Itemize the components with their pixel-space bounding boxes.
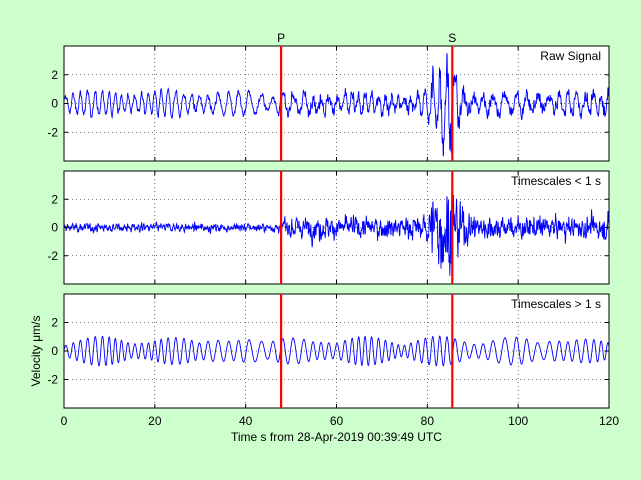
panel-title: Raw Signal [540, 49, 601, 63]
y-tick-label: 0 [51, 344, 58, 358]
panel-3: -2 0 2 Timescales > 1 s [47, 293, 610, 409]
phase-label-p: P [277, 31, 285, 45]
x-tick-label: 20 [148, 414, 162, 428]
y-tick-label: 2 [51, 316, 58, 330]
panel-title: Timescales > 1 s [511, 297, 601, 311]
x-tick-label: 60 [330, 414, 344, 428]
trace-line [63, 190, 610, 276]
panel-title: Timescales < 1 s [511, 174, 601, 188]
y-tick-label: 0 [51, 221, 58, 235]
y-tick-label: -2 [47, 249, 58, 263]
x-tick-label: 40 [239, 414, 253, 428]
x-axis-label: Time s from 28-Apr-2019 00:39:49 UTC [231, 430, 442, 444]
x-tick-label: 100 [508, 414, 528, 428]
panel-2: -2 0 2 Timescales < 1 s [47, 170, 610, 285]
x-tick-label: 120 [599, 414, 619, 428]
x-tick-label: 0 [61, 414, 68, 428]
y-tick-label: -2 [47, 373, 58, 387]
y-tick-label: 0 [51, 97, 58, 111]
y-tick-label: -2 [47, 125, 58, 139]
x-tick-label: 80 [421, 414, 435, 428]
y-tick-label: 2 [51, 68, 58, 82]
trace-line [63, 335, 610, 367]
phase-label-s: S [448, 31, 456, 45]
panel-1: -2 0 2 Raw Signal [47, 45, 610, 162]
y-tick-label: 2 [51, 192, 58, 206]
trace-line [63, 53, 610, 157]
y-axis-label: Velocity μm/s [29, 316, 43, 387]
